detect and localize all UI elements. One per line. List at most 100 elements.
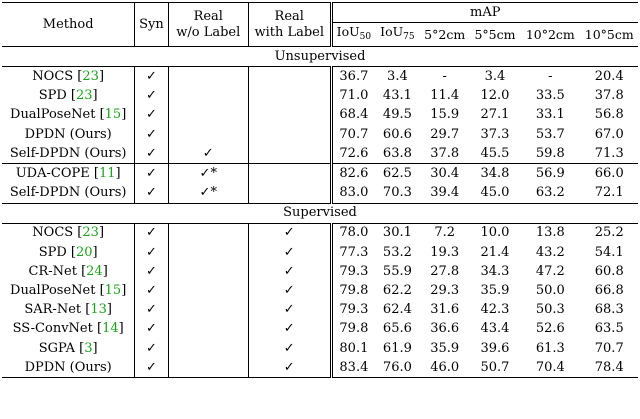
section-title-supervised: Supervised xyxy=(2,202,638,224)
citation-link[interactable]: 24 xyxy=(86,263,103,279)
metric-header: 10°2cm xyxy=(520,22,581,48)
metric-value: 53.7 xyxy=(535,126,565,142)
metric-value: 47.2 xyxy=(535,263,565,279)
metric-value: 30.1 xyxy=(382,225,412,241)
real-with-label-check: ✓ xyxy=(248,358,333,379)
real-wo-label-check xyxy=(168,358,250,379)
metric-header: 10°5cm xyxy=(580,22,638,48)
method-name: SPD xyxy=(38,244,67,260)
citation-link[interactable]: 23 xyxy=(75,88,93,104)
real-wo-label-check xyxy=(168,262,250,282)
citation-link[interactable]: 3 xyxy=(84,340,93,356)
real-wo-label-check xyxy=(168,124,250,145)
syn-check: ✓ xyxy=(134,124,169,145)
method-name: SS-ConvNet xyxy=(12,321,93,337)
citation-link[interactable]: 23 xyxy=(82,225,99,241)
metric-value: 63.5 xyxy=(594,321,624,337)
method-cell: NOCS [23] xyxy=(2,223,136,244)
header-row-1: Method Syn Real w/o Label Real with Labe… xyxy=(2,1,638,47)
metric-value: 42.3 xyxy=(480,302,510,318)
citation-link[interactable]: 20 xyxy=(75,244,93,260)
metric-header: IoU75 xyxy=(375,22,420,48)
metric-value: 37.8 xyxy=(594,88,624,104)
method-cell: Self-DPDN (Ours) xyxy=(2,144,136,164)
real-wo-label-check xyxy=(168,243,250,263)
real-with-label-check: ✓ xyxy=(248,319,333,339)
method-name: UDA-COPE xyxy=(15,165,90,181)
metric-value: 53.2 xyxy=(382,244,412,260)
metric-value: 33.5 xyxy=(535,88,565,104)
metric-value: 66.8 xyxy=(594,283,624,299)
metric-value: 45.5 xyxy=(480,145,510,161)
metric-value: 35.9 xyxy=(480,283,510,299)
method-cell: DualPoseNet [15] xyxy=(2,105,136,125)
metric-value: 80.1 xyxy=(339,340,369,356)
metric-value: 10.0 xyxy=(480,225,510,241)
metric-value: 59.8 xyxy=(535,145,565,161)
metric-value: 11.4 xyxy=(430,88,460,104)
metric-value: 77.3 xyxy=(339,244,369,260)
metric-value: 60.8 xyxy=(594,263,624,279)
metric-value: - xyxy=(548,68,553,84)
real-with-label-check: ✓ xyxy=(248,300,333,320)
metric-value: 68.3 xyxy=(594,302,624,318)
metric-header-base: 10°5cm xyxy=(584,26,634,42)
citation-link[interactable]: 23 xyxy=(82,68,99,84)
method-name: SPD xyxy=(38,88,67,104)
metric-value: 63.2 xyxy=(535,185,565,201)
metric-value: 56.9 xyxy=(520,163,581,184)
metric-value: 72.1 xyxy=(594,185,624,201)
method-name: CR-Net xyxy=(28,263,77,279)
real-with-label-line2: with Label xyxy=(254,24,325,40)
metric-value: 21.4 xyxy=(480,244,510,260)
syn-check: ✓ xyxy=(134,358,169,379)
metric-value: 49.5 xyxy=(382,107,412,123)
method-name: SAR-Net xyxy=(24,302,82,318)
metric-value: 19.3 xyxy=(430,244,460,260)
syn-check: ✓ xyxy=(134,163,169,184)
table-row: DPDN (Ours) ✓ ✓ 83.4 76.0 46.0 50.7 70.4 78.4 xyxy=(2,358,638,379)
real-wo-label-line1: Real xyxy=(193,8,223,24)
citation-link[interactable]: 15 xyxy=(104,283,122,299)
metric-value: 36.6 xyxy=(430,321,460,337)
method-cell: UDA-COPE [11] xyxy=(2,163,136,184)
citation-link[interactable]: 13 xyxy=(90,302,107,318)
metric-value: 70.7 xyxy=(339,126,369,142)
syn-check: ✓ xyxy=(134,86,169,106)
method-cell: NOCS [23] xyxy=(2,66,136,87)
metric-value: 60.6 xyxy=(382,126,412,142)
section-title-unsupervised: Unsupervised xyxy=(2,46,638,68)
syn-check: ✓ xyxy=(134,243,169,263)
metric-value: 20.4 xyxy=(594,68,624,84)
metric-header-sub: 50 xyxy=(359,32,372,43)
metric-value: 70.4 xyxy=(520,358,581,379)
method-name: Self-DPDN (Ours) xyxy=(9,145,127,161)
metric-value: 61.9 xyxy=(382,340,412,356)
citation-link[interactable]: 15 xyxy=(104,107,122,123)
method-cell: SAR-Net [13] xyxy=(2,300,136,320)
real-wo-label-check xyxy=(168,86,250,106)
real-with-label-check xyxy=(248,66,333,87)
metric-value: 56.8 xyxy=(594,107,624,123)
metric-value: 50.3 xyxy=(535,302,565,318)
syn-header: Syn xyxy=(134,1,169,47)
metric-value: 37.8 xyxy=(430,145,460,161)
table-row: DualPoseNet [15] ✓ ✓ 79.8 62.2 29.3 35.9 50.0 66… xyxy=(2,281,638,301)
syn-check: ✓ xyxy=(134,105,169,125)
citation-link[interactable]: 11 xyxy=(98,165,116,181)
metric-value: 27.1 xyxy=(480,107,510,123)
metric-value: 34.3 xyxy=(480,263,510,279)
real-wo-label-check: ✓* xyxy=(168,183,250,204)
real-wo-label-check xyxy=(168,339,250,359)
results-table: Method Syn Real w/o Label Real with Labe… xyxy=(2,1,638,379)
metric-value: 62.4 xyxy=(382,302,412,318)
metric-value: 50.0 xyxy=(535,283,565,299)
syn-check: ✓ xyxy=(134,223,169,244)
syn-check: ✓ xyxy=(134,281,169,301)
metric-value: 43.1 xyxy=(382,88,412,104)
method-cell: DPDN (Ours) xyxy=(2,124,136,145)
metric-value: 79.3 xyxy=(339,263,369,279)
citation-link[interactable]: 14 xyxy=(102,321,119,337)
real-wo-label-check: ✓ xyxy=(168,144,250,164)
real-with-label-check xyxy=(248,105,333,125)
